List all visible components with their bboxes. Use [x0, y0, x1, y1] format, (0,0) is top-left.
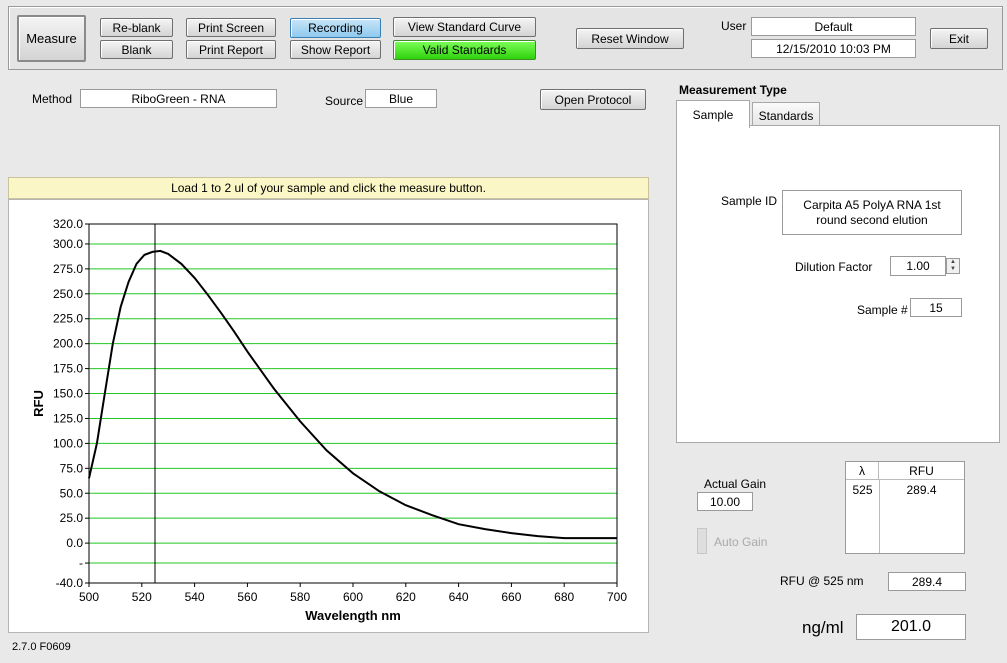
spectrum-series-line	[88, 249, 617, 540]
y-axis-label: RFU	[31, 390, 46, 417]
plot-area	[88, 223, 618, 584]
table-cell-rfu: 289.4	[906, 483, 937, 497]
print-screen-button[interactable]: Print Screen	[186, 18, 276, 37]
instruction-banner: Load 1 to 2 ul of your sample and click …	[8, 177, 649, 199]
spectrum-chart-frame: 320.0 300.0 275.0 250.0 225.0 200.0 175.0 150.0…	[8, 199, 649, 633]
y-tick-label: 75.0	[60, 461, 84, 475]
table-column-divider	[879, 480, 880, 553]
x-tick-label: 520	[132, 590, 152, 604]
table-header-lambda: λ	[846, 462, 879, 480]
sample-number-field[interactable]: 15	[910, 298, 962, 317]
dilution-stepper[interactable]: ▲ ▼	[946, 258, 960, 274]
y-tick-label: 100.0	[53, 436, 83, 450]
measurement-type-title: Measurement Type	[679, 83, 787, 97]
y-tick-label: 200.0	[53, 337, 83, 351]
y-tick-label: 320.0	[53, 217, 83, 231]
y-tick-label: 300.0	[53, 237, 83, 251]
version-label: 2.7.0 F0609	[12, 641, 71, 653]
rfu-at-field: 289.4	[888, 572, 966, 591]
auto-gain-label: Auto Gain	[714, 535, 768, 549]
gain-table: λ RFU 525 289.4	[845, 461, 965, 554]
blank-button[interactable]: Blank	[100, 40, 173, 59]
y-tick-label: 175.0	[53, 362, 83, 376]
x-tick-label: 600	[343, 590, 363, 604]
spectrum-chart: 320.0 300.0 275.0 250.0 225.0 200.0 175.0 150.0…	[31, 217, 627, 623]
x-tick-label: 640	[449, 590, 469, 604]
sample-id-label: Sample ID	[721, 194, 778, 208]
stepper-down-icon[interactable]: ▼	[950, 266, 956, 272]
y-tick-label: 0.0	[66, 536, 83, 550]
concentration-label: ng/ml	[802, 618, 844, 637]
exit-button[interactable]: Exit	[930, 28, 988, 49]
view-standard-curve-button[interactable]: View Standard Curve	[393, 17, 536, 37]
y-tick-label: 50.0	[60, 486, 84, 500]
y-tick-label: 250.0	[53, 287, 83, 301]
valid-standards-indicator[interactable]: Valid Standards	[393, 40, 536, 60]
source-field[interactable]: Blue	[365, 89, 437, 108]
reset-window-button[interactable]: Reset Window	[576, 28, 684, 49]
source-label: Source	[325, 94, 364, 108]
table-header-rfu: RFU	[879, 462, 964, 480]
toolbar	[8, 6, 1003, 70]
table-cell-wavelength: 525	[852, 483, 873, 497]
x-tick-label: 660	[501, 590, 521, 604]
measure-button[interactable]: Measure	[17, 15, 86, 62]
y-tick-label: 125.0	[53, 411, 83, 425]
y-tick-label: 25.0	[60, 511, 84, 525]
rfu-at-label: RFU @ 525 nm	[780, 574, 864, 588]
x-tick-label: 580	[290, 590, 310, 604]
y-tick-label: 225.0	[53, 312, 83, 326]
show-report-button[interactable]: Show Report	[290, 40, 381, 59]
sample-number-label: Sample #	[857, 303, 908, 317]
print-report-button[interactable]: Print Report	[186, 40, 276, 59]
actual-gain-label: Actual Gain	[704, 477, 767, 491]
x-tick-label: 620	[396, 590, 416, 604]
tab-sample[interactable]: Sample	[676, 100, 750, 128]
y-tick-label: -40.0	[56, 576, 84, 590]
open-protocol-button[interactable]: Open Protocol	[540, 89, 646, 110]
x-tick-label: 500	[79, 590, 99, 604]
sample-tab-panel	[676, 125, 1000, 443]
method-label: Method	[32, 92, 73, 106]
actual-gain-field: 10.00	[697, 492, 753, 511]
x-tick-label: 540	[185, 590, 205, 604]
stepper-up-icon[interactable]: ▲	[950, 259, 956, 265]
x-tick-label: 560	[237, 590, 257, 604]
y-tick-label: 275.0	[53, 262, 83, 276]
user-field[interactable]: Default	[751, 17, 916, 36]
recording-button[interactable]: Recording	[290, 18, 381, 38]
x-tick-label: 680	[554, 590, 574, 604]
dilution-factor-field[interactable]: 1.00	[890, 256, 946, 276]
reblank-button[interactable]: Re-blank	[100, 18, 173, 37]
x-tick-label: 700	[607, 590, 627, 604]
datetime-field: 12/15/2010 10:03 PM	[751, 39, 916, 58]
concentration-field: 201.0	[856, 614, 966, 640]
dilution-factor-label: Dilution Factor	[795, 260, 873, 274]
y-tick-label: -	[79, 556, 83, 570]
tab-standards[interactable]: Standards	[752, 102, 820, 129]
x-axis-label: Wavelength nm	[305, 608, 401, 623]
auto-gain-toggle[interactable]	[697, 528, 707, 554]
method-field[interactable]: RiboGreen - RNA	[80, 89, 277, 108]
sample-id-field[interactable]: Carpita A5 PolyA RNA 1st round second el…	[782, 190, 962, 235]
user-label: User	[721, 19, 747, 33]
y-tick-label: 150.0	[53, 387, 83, 401]
